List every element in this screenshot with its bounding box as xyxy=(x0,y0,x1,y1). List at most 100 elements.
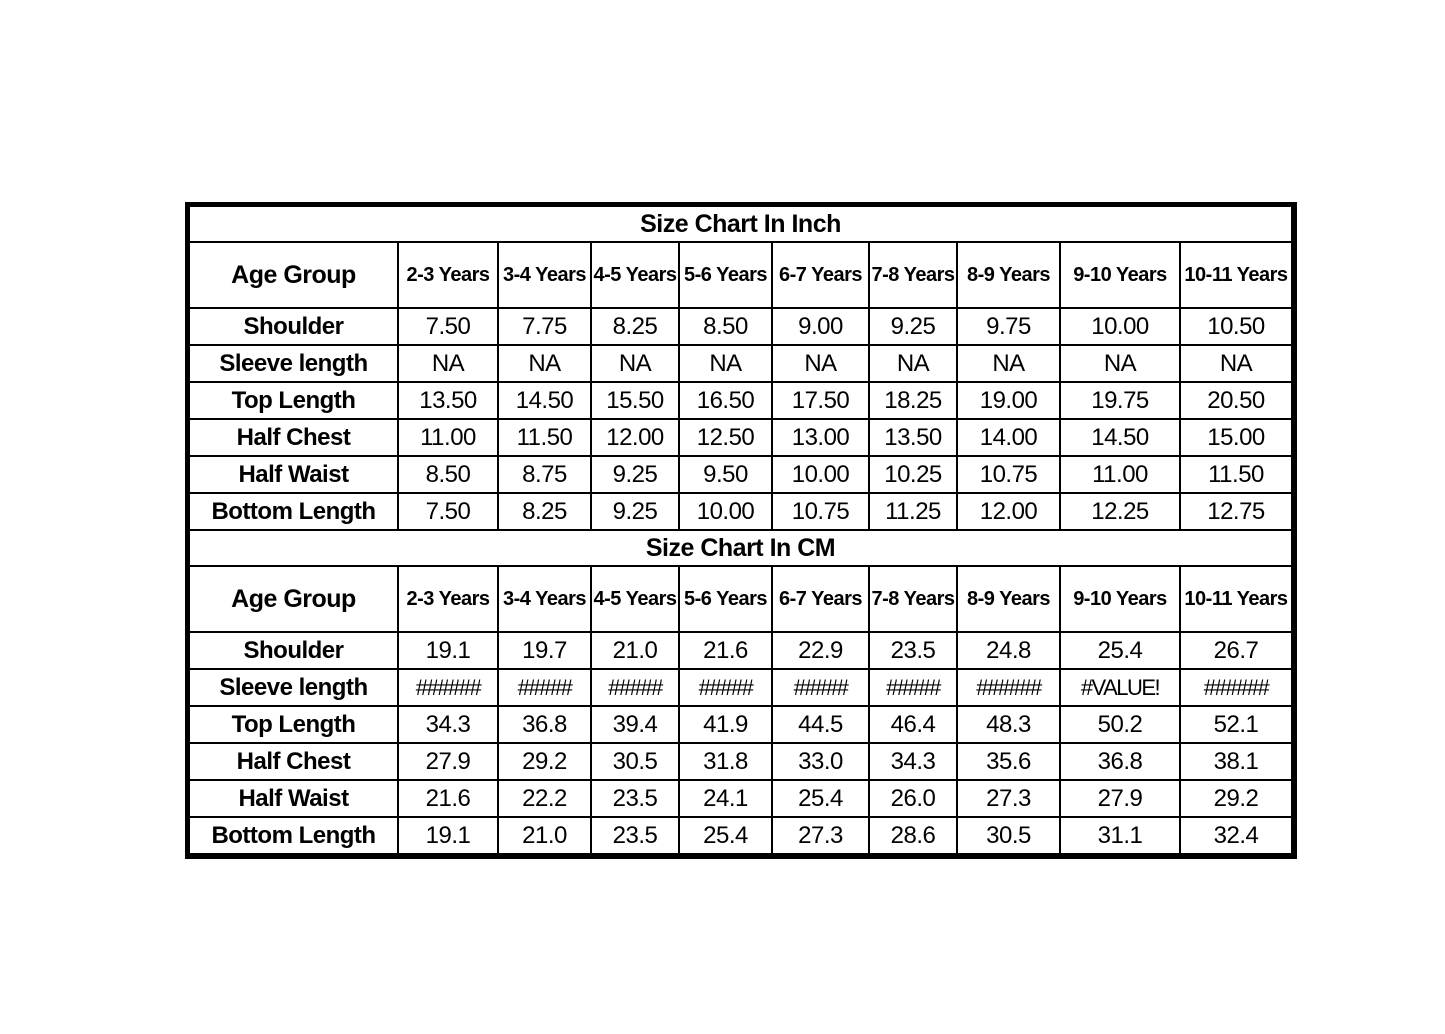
table-row: Shoulder 7.50 7.75 8.25 8.50 9.00 9.25 9.75 10.0… xyxy=(188,307,1293,346)
table-cell: 24.8 xyxy=(956,631,1061,670)
section-title-row: Size Chart In Inch xyxy=(188,205,1293,243)
row-label: Bottom Length xyxy=(188,492,399,531)
table-cell: 26.0 xyxy=(868,779,958,818)
table-cell: NA xyxy=(771,344,870,383)
table-cell: 21.6 xyxy=(678,631,773,670)
table-cell: 25.4 xyxy=(678,816,773,855)
age-header: 3-4 Years xyxy=(497,241,592,309)
table-cell: 9.25 xyxy=(590,492,680,531)
age-header: 3-4 Years xyxy=(497,565,592,633)
table-cell: 11.50 xyxy=(497,418,592,457)
table-cell: NA xyxy=(497,344,592,383)
table-cell: 12.00 xyxy=(590,418,680,457)
row-label: Half Chest xyxy=(188,742,399,781)
age-header: 5-6 Years xyxy=(678,241,773,309)
table-cell: 10.00 xyxy=(678,492,773,531)
age-header: 5-6 Years xyxy=(678,565,773,633)
table-cell: 19.1 xyxy=(397,816,499,855)
table-cell: 19.75 xyxy=(1059,381,1181,420)
table-cell: 23.5 xyxy=(590,816,680,855)
table-row: Bottom Length 19.1 21.0 23.5 25.4 27.3 28.6 30.… xyxy=(188,816,1293,855)
age-header: 6-7 Years xyxy=(771,565,870,633)
table-cell: ###### xyxy=(956,668,1061,707)
table-cell: 19.1 xyxy=(397,631,499,670)
table-cell: NA xyxy=(868,344,958,383)
size-chart: Size Chart In Inch Age Group 2-3 Years 3-4 … xyxy=(185,202,1297,859)
table-row: Shoulder 19.1 19.7 21.0 21.6 22.9 23.5 24.8 25.4… xyxy=(188,631,1293,670)
section-title: Size Chart In Inch xyxy=(188,205,1293,243)
table-cell: NA xyxy=(397,344,499,383)
table-cell: NA xyxy=(1059,344,1181,383)
age-header: 9-10 Years xyxy=(1059,565,1181,633)
row-label: Top Length xyxy=(188,381,399,420)
table-cell: 11.00 xyxy=(397,418,499,457)
table-cell: 22.2 xyxy=(497,779,592,818)
table-cell: 48.3 xyxy=(956,705,1061,744)
header-row: Age Group 2-3 Years 3-4 Years 4-5 Years 5-6 … xyxy=(188,241,1293,309)
table-cell: 25.4 xyxy=(771,779,870,818)
table-row: Half Chest 11.00 11.50 12.00 12.50 13.00 13.50… xyxy=(188,418,1293,457)
table-cell: ###### xyxy=(397,668,499,707)
table-cell: 17.50 xyxy=(771,381,870,420)
table-cell: 38.1 xyxy=(1179,742,1293,781)
table-cell: 7.50 xyxy=(397,492,499,531)
table-cell: NA xyxy=(1179,344,1293,383)
table-cell: 28.6 xyxy=(868,816,958,855)
row-label: Half Chest xyxy=(188,418,399,457)
table-cell: 9.25 xyxy=(590,455,680,494)
section-title-row: Size Chart In CM xyxy=(188,529,1293,567)
row-label: Half Waist xyxy=(188,779,399,818)
table-row: Top Length 13.50 14.50 15.50 16.50 17.50 18.25… xyxy=(188,381,1293,420)
age-header: 4-5 Years xyxy=(590,241,680,309)
table-cell: 10.00 xyxy=(1059,307,1181,346)
age-header: 4-5 Years xyxy=(590,565,680,633)
table-cell: 30.5 xyxy=(590,742,680,781)
age-header: 2-3 Years xyxy=(397,241,499,309)
table-cell: 8.75 xyxy=(497,455,592,494)
row-label: Top Length xyxy=(188,705,399,744)
table-cell: ##### xyxy=(678,668,773,707)
table-cell: 52.1 xyxy=(1179,705,1293,744)
table-cell: #VALUE! xyxy=(1059,668,1181,707)
table-cell: 24.1 xyxy=(678,779,773,818)
row-label: Half Waist xyxy=(188,455,399,494)
row-label: Bottom Length xyxy=(188,816,399,855)
age-header: 10-11 Years xyxy=(1179,565,1293,633)
age-header: 7-8 Years xyxy=(868,565,958,633)
table-cell: 21.0 xyxy=(497,816,592,855)
table-cell: 29.2 xyxy=(497,742,592,781)
age-header: 9-10 Years xyxy=(1059,241,1181,309)
table-cell: 10.00 xyxy=(771,455,870,494)
table-cell: 7.50 xyxy=(397,307,499,346)
table-cell: 8.50 xyxy=(397,455,499,494)
table-cell: 21.6 xyxy=(397,779,499,818)
table-cell: 19.7 xyxy=(497,631,592,670)
table-row: Sleeve length NA NA NA NA NA NA NA NA NA xyxy=(188,344,1293,383)
table-cell: 11.25 xyxy=(868,492,958,531)
table-cell: 41.9 xyxy=(678,705,773,744)
table-cell: ##### xyxy=(868,668,958,707)
table-cell: 32.4 xyxy=(1179,816,1293,855)
age-header: 2-3 Years xyxy=(397,565,499,633)
table-cell: NA xyxy=(956,344,1061,383)
table-cell: 44.5 xyxy=(771,705,870,744)
table-cell: 9.00 xyxy=(771,307,870,346)
section-title: Size Chart In CM xyxy=(188,529,1293,567)
size-chart-table: Size Chart In Inch Age Group 2-3 Years 3-4 … xyxy=(188,205,1293,855)
table-cell: 11.00 xyxy=(1059,455,1181,494)
age-header: 7-8 Years xyxy=(868,241,958,309)
table-cell: 36.8 xyxy=(1059,742,1181,781)
table-cell: NA xyxy=(678,344,773,383)
row-label: Shoulder xyxy=(188,307,399,346)
table-cell: 10.50 xyxy=(1179,307,1293,346)
table-row: Half Chest 27.9 29.2 30.5 31.8 33.0 34.3 35.6 36… xyxy=(188,742,1293,781)
age-header: 10-11 Years xyxy=(1179,241,1293,309)
table-cell: 9.25 xyxy=(868,307,958,346)
header-label: Age Group xyxy=(188,241,399,309)
table-cell: 16.50 xyxy=(678,381,773,420)
table-row: Bottom Length 7.50 8.25 9.25 10.00 10.75 11.25… xyxy=(188,492,1293,531)
row-label: Shoulder xyxy=(188,631,399,670)
table-cell: 27.3 xyxy=(956,779,1061,818)
age-header: 8-9 Years xyxy=(956,565,1061,633)
table-cell: 30.5 xyxy=(956,816,1061,855)
